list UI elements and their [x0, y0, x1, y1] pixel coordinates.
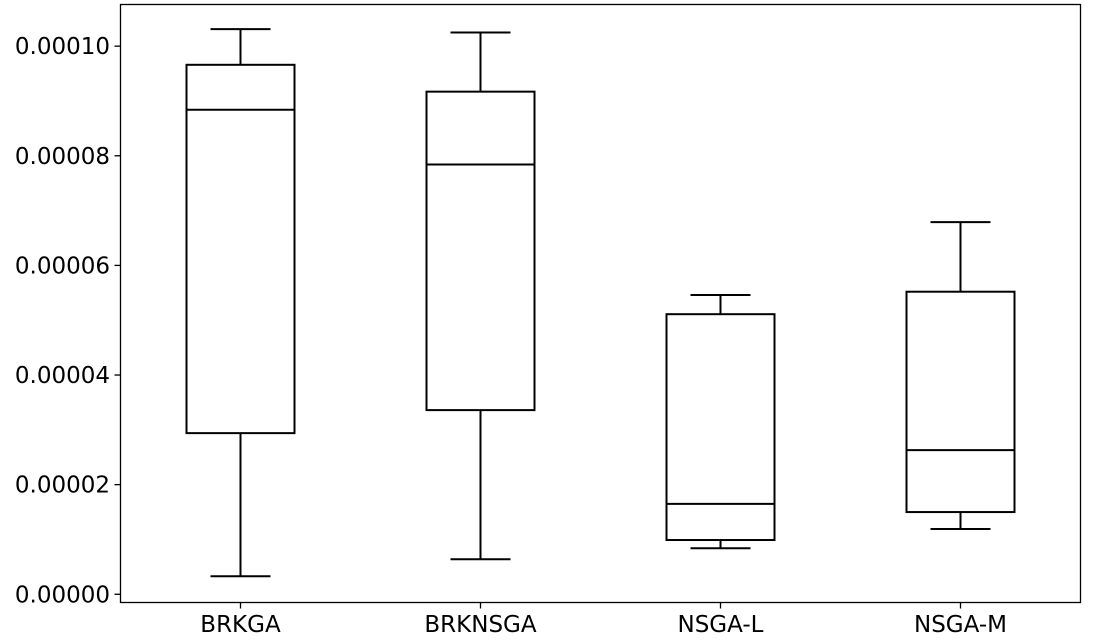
y-tick-label: 0.00008 — [15, 144, 110, 170]
interquartile-box — [665, 313, 776, 542]
box-group-brkga — [185, 28, 296, 578]
box-group-nsga-m — [905, 221, 1016, 531]
interquartile-box — [905, 290, 1016, 514]
interquartile-box — [425, 90, 536, 412]
plot-layer — [185, 28, 1016, 578]
box-group-brknsga — [425, 31, 536, 561]
y-axis: 0.00000 0.00002 0.00004 0.00006 0.00008 0.000… — [15, 34, 121, 608]
x-axis: BRKGA BRKNSGA NSGA-L NSGA-M — [200, 602, 1007, 638]
interquartile-box — [185, 63, 296, 435]
axes-frame — [119, 3, 1082, 604]
x-tick-label: NSGA-M — [914, 612, 1007, 638]
y-tick-label: 0.00000 — [15, 582, 110, 608]
y-tick-label: 0.00006 — [15, 253, 110, 279]
box-group-nsga-l — [665, 294, 776, 550]
x-tick-label: BRKNSGA — [424, 612, 536, 638]
y-tick-label: 0.00010 — [15, 34, 110, 60]
y-tick-label: 0.00002 — [15, 473, 110, 499]
x-tick-label: NSGA-L — [678, 612, 764, 638]
x-tick-label: BRKGA — [200, 612, 281, 638]
y-tick-label: 0.00004 — [15, 363, 110, 389]
